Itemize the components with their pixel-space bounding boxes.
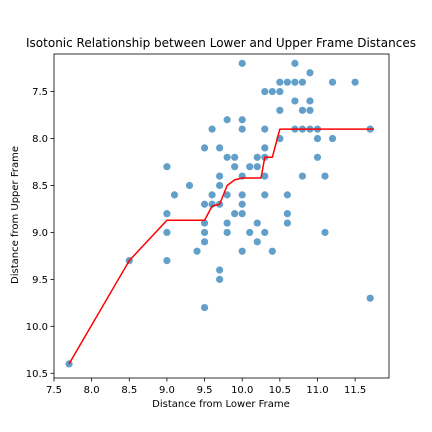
scatter-point bbox=[223, 153, 231, 161]
x-axis-label: Distance from Lower Frame bbox=[152, 399, 290, 410]
scatter-point bbox=[223, 191, 231, 199]
scatter-point bbox=[268, 87, 276, 96]
scatter-point bbox=[351, 78, 359, 86]
y-tick-label: 10.5 bbox=[26, 369, 48, 380]
scatter-point bbox=[200, 144, 209, 152]
scatter-point bbox=[261, 191, 269, 199]
scatter-point bbox=[283, 219, 291, 227]
x-tick-label: 11.5 bbox=[344, 385, 366, 396]
scatter-point bbox=[216, 275, 224, 283]
scatter-point bbox=[291, 59, 299, 67]
y-tick-label: 8.0 bbox=[32, 134, 48, 145]
scatter-point bbox=[185, 181, 194, 190]
scatter-point bbox=[291, 78, 299, 86]
scatter-point bbox=[223, 219, 231, 227]
scatter-point bbox=[291, 97, 299, 105]
scatter-point bbox=[276, 106, 284, 114]
scatter-point bbox=[268, 247, 276, 255]
scatter-point bbox=[238, 125, 246, 133]
scatter-point bbox=[328, 134, 337, 143]
scatter-point bbox=[200, 303, 209, 312]
x-tick-label: 10.0 bbox=[231, 385, 253, 396]
plot-frame bbox=[53, 53, 390, 379]
y-tick-label: 10.0 bbox=[26, 322, 48, 333]
scatter-point bbox=[261, 172, 269, 180]
scatter-point bbox=[200, 228, 209, 237]
scatter-point bbox=[208, 125, 216, 133]
scatter-point bbox=[261, 144, 269, 152]
x-tick-label: 9.0 bbox=[159, 385, 175, 396]
scatter-point bbox=[200, 200, 209, 208]
scatter-point bbox=[276, 78, 284, 86]
x-tick-label: 11.0 bbox=[306, 385, 328, 396]
scatter-point bbox=[163, 257, 171, 265]
isotonic-fit-line bbox=[68, 128, 374, 365]
y-tick-label: 7.5 bbox=[32, 87, 48, 98]
scatter-point bbox=[283, 191, 291, 199]
scatter-point bbox=[261, 87, 269, 96]
scatter-point bbox=[208, 191, 216, 199]
scatter-point bbox=[276, 87, 284, 96]
scatter-point bbox=[261, 125, 269, 133]
scatter-point bbox=[253, 163, 261, 171]
y-axis-label: Distance from Upper Frame bbox=[10, 146, 21, 284]
x-tick-label: 10.5 bbox=[269, 385, 291, 396]
scatter-point bbox=[231, 163, 239, 171]
scatter-point bbox=[200, 238, 209, 246]
scatter-point bbox=[306, 97, 314, 105]
x-tick-label: 7.5 bbox=[46, 385, 62, 396]
scatter-point bbox=[283, 78, 291, 86]
scatter-point bbox=[223, 116, 231, 124]
scatter-point bbox=[231, 210, 239, 218]
scatter-point bbox=[298, 78, 307, 86]
chart-title: Isotonic Relationship between Lower and … bbox=[26, 36, 416, 50]
y-tick-label: 9.0 bbox=[32, 228, 48, 239]
scatter-point bbox=[216, 181, 224, 190]
axes: 7.5 8.0 8.5 9.0 9.5 10.0 10.5 11.0 11.5 7.5 8.0 8.5… bbox=[26, 53, 390, 396]
scatter-point bbox=[238, 210, 246, 218]
plot-area bbox=[65, 59, 374, 368]
scatter-point bbox=[253, 219, 261, 227]
scatter-point bbox=[216, 172, 224, 180]
scatter-point bbox=[238, 200, 246, 208]
scatter-point bbox=[216, 144, 224, 152]
scatter-point bbox=[321, 228, 329, 237]
scatter-point bbox=[313, 153, 322, 161]
scatter-point bbox=[298, 106, 307, 114]
scatter-point bbox=[261, 228, 269, 237]
scatter-point bbox=[253, 153, 261, 161]
scatter-point bbox=[313, 134, 322, 143]
x-tick-label: 9.5 bbox=[197, 385, 213, 396]
scatter-point bbox=[216, 266, 224, 274]
scatter-point bbox=[366, 294, 374, 302]
scatter-point bbox=[238, 191, 246, 199]
scatter-point bbox=[283, 210, 291, 218]
scatter-point bbox=[328, 78, 337, 86]
scatter-point bbox=[306, 106, 314, 114]
scatter-point bbox=[163, 210, 171, 218]
scatter-point bbox=[238, 247, 246, 255]
scatter-point bbox=[253, 238, 261, 246]
scatter-point bbox=[163, 228, 171, 237]
x-tick-label: 8.0 bbox=[84, 385, 100, 396]
x-tick-label: 8.5 bbox=[121, 385, 137, 396]
scatter-point bbox=[200, 219, 209, 227]
scatter-point bbox=[306, 69, 314, 77]
scatter-point bbox=[238, 59, 246, 67]
y-tick-label: 8.5 bbox=[32, 181, 48, 192]
scatter-point bbox=[223, 228, 231, 237]
scatter-point bbox=[246, 228, 254, 237]
scatter-point bbox=[246, 163, 254, 171]
scatter-point bbox=[170, 191, 179, 199]
scatter-point bbox=[298, 172, 307, 180]
scatter-point bbox=[231, 153, 239, 161]
scatter-point bbox=[193, 247, 201, 255]
y-tick-label: 9.5 bbox=[32, 275, 48, 286]
scatter-point bbox=[321, 172, 329, 180]
scatter-point bbox=[238, 116, 246, 124]
scatter-point bbox=[163, 163, 171, 171]
